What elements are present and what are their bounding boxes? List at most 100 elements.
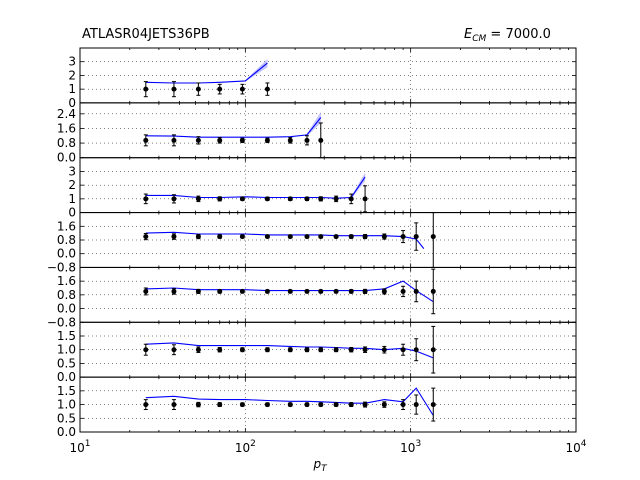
panel-3-data-point-9 <box>333 195 339 203</box>
panel-4-marker-7 <box>304 234 310 240</box>
panel-4-marker-15 <box>430 234 436 240</box>
panel-1-ytick-label-0: 0 <box>68 96 76 110</box>
x-tick-label-exp-1: 2 <box>250 439 256 449</box>
x-axis-label-main: p <box>312 457 321 471</box>
x-tick-label-base-0: 10 <box>69 441 84 455</box>
panel-3-marker-9 <box>333 196 339 202</box>
panel-1-marker-5 <box>264 86 270 92</box>
panel-6-marker-14 <box>413 347 419 353</box>
panel-1-data-point-1 <box>171 81 177 98</box>
panel-5-data-point-3 <box>217 288 223 294</box>
panel-6-theory-line <box>145 342 434 359</box>
panel-6-data-point-8 <box>318 347 324 353</box>
panel-2-marker-7 <box>304 137 310 143</box>
panel-1-marker-1 <box>171 86 177 92</box>
panel-6-marker-2 <box>195 347 201 353</box>
panel-4-ytick-label-1: 0.0 <box>57 247 76 261</box>
panel-7-theory-line <box>145 387 434 416</box>
panel-2-marker-2 <box>195 137 201 143</box>
panel-7-data-point-8 <box>318 402 324 408</box>
panel-4-data-point-7 <box>304 234 310 240</box>
panel-7-data-point-11 <box>362 401 368 408</box>
panel-4-marker-0 <box>143 234 149 240</box>
panel-2-ytick-label-2: 1.6 <box>57 121 76 135</box>
panel-5-theory-line <box>145 280 434 303</box>
panel-7-data-point-6 <box>287 402 293 408</box>
panel-6-data-point-3 <box>217 347 223 353</box>
panel-3-marker-0 <box>143 196 149 202</box>
panel-3-data-point-7 <box>304 196 310 202</box>
panel-2-marker-5 <box>264 137 270 143</box>
header-energy-value: = 7000.0 <box>486 27 551 42</box>
panel-7-ytick-label-0: 0.0 <box>57 425 76 439</box>
panel-1-data-point-4 <box>239 83 245 95</box>
panel-3-marker-8 <box>318 196 324 202</box>
panel-4-data-point-12 <box>381 233 387 240</box>
panel-4-data-point-4 <box>239 234 245 240</box>
panel-3-ytick-label-1: 1 <box>68 192 76 206</box>
panel-3-data-point-6 <box>287 196 293 202</box>
panel-6-ytick-label-3: 1.5 <box>57 329 76 343</box>
panel-7-data-point-2 <box>195 401 201 408</box>
panel-6-marker-4 <box>239 347 245 353</box>
panel-3-data-point-0 <box>143 193 149 205</box>
panel-2-data-point-4 <box>239 137 245 144</box>
panel-2-data-point-7 <box>304 135 310 146</box>
panel-6-data-point-6 <box>287 347 293 353</box>
panel-7-data-point-7 <box>304 402 310 408</box>
panel-1-data-point-5 <box>264 82 270 96</box>
panel-7-data-point-0 <box>143 399 149 411</box>
panel-6-marker-12 <box>381 347 387 353</box>
panel-1-marker-0 <box>143 86 149 92</box>
panel-7-marker-14 <box>413 402 419 408</box>
panel-2-data-point-6 <box>287 137 293 144</box>
panel-3-data-point-5 <box>264 196 270 202</box>
panel-4-marker-6 <box>287 234 293 240</box>
panel-5-data-point-15 <box>430 268 436 315</box>
panel-5-data-point-14 <box>413 280 419 303</box>
panel-1-theory-line <box>145 62 268 84</box>
panel-7-ytick-label-2: 1.0 <box>57 398 76 412</box>
panel-2-data-point-2 <box>195 136 201 145</box>
panel-1-ytick-label-1: 1 <box>68 82 76 96</box>
panel-4-marker-8 <box>318 234 324 240</box>
panel-6: 0.00.51.01.5 <box>57 321 577 384</box>
panel-4-ytick-label-3: 1.6 <box>57 219 76 233</box>
panel-1-marker-3 <box>217 86 223 92</box>
panel-4-data-point-8 <box>318 234 324 240</box>
panel-6-marker-6 <box>287 347 293 353</box>
panel-6-marker-0 <box>143 347 149 353</box>
panel-7-data-point-5 <box>264 402 270 408</box>
panel-6-marker-5 <box>264 347 270 353</box>
panel-2-data-point-1 <box>171 134 177 147</box>
panel-6-marker-8 <box>318 347 324 353</box>
panel-3-marker-5 <box>264 196 270 202</box>
panel-1-marker-4 <box>239 86 245 92</box>
panel-1-marker-2 <box>195 86 201 92</box>
panel-4-data-point-0 <box>143 232 149 241</box>
panels-group: 01230.00.81.62.40123−0.80.00.81.6−0.80.0… <box>47 47 577 439</box>
panel-5-marker-2 <box>195 288 201 294</box>
panel-7-marker-13 <box>400 402 406 408</box>
panel-4-data-point-2 <box>195 234 201 240</box>
panel-5-ytick-label-1: 0.0 <box>57 302 76 316</box>
panel-3-marker-11 <box>362 196 368 202</box>
panel-2-frame <box>79 102 577 159</box>
panel-4-marker-3 <box>217 234 223 240</box>
panel-5-data-point-11 <box>362 288 368 294</box>
x-axis-label: pT <box>312 457 328 474</box>
panel-5-marker-15 <box>430 288 436 294</box>
panel-3-data-point-3 <box>217 196 223 202</box>
panel-5-ytick-label-0: −0.8 <box>47 315 76 329</box>
panel-2-data-point-8 <box>318 122 324 159</box>
panel-2-data-point-3 <box>217 137 223 144</box>
x-tick-label-base-2: 10 <box>400 441 415 455</box>
panel-4-data-point-3 <box>217 234 223 240</box>
panel-6-ytick-label-2: 1.0 <box>57 343 76 357</box>
panel-6-marker-10 <box>348 347 354 353</box>
panel-5-data-point-12 <box>381 288 387 295</box>
panel-2-data-point-0 <box>143 134 149 147</box>
panel-5-marker-3 <box>217 288 223 294</box>
panel-3-ytick-label-2: 2 <box>68 178 76 192</box>
